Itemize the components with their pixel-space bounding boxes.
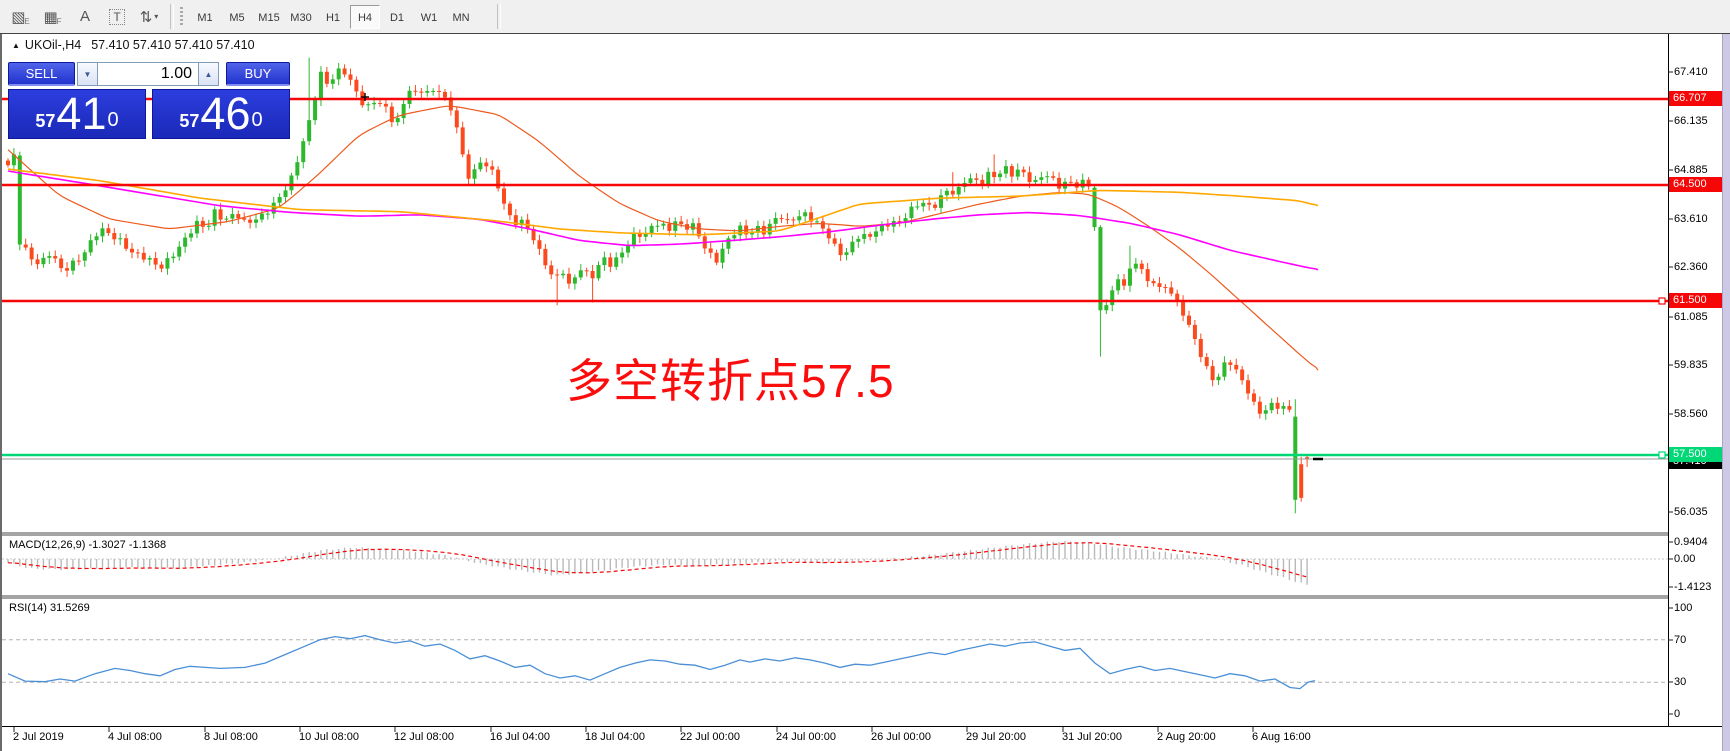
time-tick-label: 2 Jul 2019 — [13, 731, 64, 743]
volume-decrease-button[interactable]: ▼ — [77, 62, 98, 86]
time-tick-label: 12 Jul 08:00 — [394, 731, 454, 743]
chevron-up-icon: ▲ — [204, 69, 213, 79]
text-label-icon[interactable]: T — [104, 4, 130, 29]
toolbar-grip[interactable] — [180, 7, 183, 27]
timeframe-button-d1[interactable]: D1 — [382, 5, 412, 29]
time-tick-label: 6 Aug 16:00 — [1252, 731, 1311, 743]
time-tick-label: 24 Jul 00:00 — [776, 731, 836, 743]
sell-price-sup: 0 — [107, 109, 119, 131]
time-tick-label: 31 Jul 20:00 — [1062, 731, 1122, 743]
symbol-period-label: UKOil-,H4 — [24, 38, 82, 52]
timeframe-button-mn[interactable]: MN — [446, 5, 476, 29]
price-tick-label: 66.135 — [1674, 115, 1708, 127]
buy-price-main: 46 — [200, 88, 251, 139]
time-tick-label: 4 Jul 08:00 — [108, 731, 162, 743]
sell-price-prefix: 57 — [35, 111, 56, 131]
price-tick-label: 61.085 — [1674, 311, 1708, 323]
time-tick-label: 8 Jul 08:00 — [204, 731, 258, 743]
time-tick-label: 26 Jul 00:00 — [871, 731, 931, 743]
price-tick-label: 67.410 — [1674, 66, 1708, 78]
time-tick-label: 10 Jul 08:00 — [299, 731, 359, 743]
time-tick-label: 29 Jul 20:00 — [966, 731, 1026, 743]
volume-increase-button[interactable]: ▲ — [198, 62, 219, 86]
buy-price-prefix: 57 — [179, 111, 200, 131]
price-level-badge: 64.500 — [1669, 177, 1722, 192]
timeframe-button-m30[interactable]: M30 — [286, 5, 316, 29]
drawing-tools-icon[interactable]: ⇅ ▾ — [139, 8, 159, 26]
sell-button[interactable]: SELL — [8, 62, 75, 86]
macd-tick-label: 0.00 — [1674, 553, 1696, 565]
timeframe-button-w1[interactable]: W1 — [414, 5, 444, 29]
volume-input[interactable] — [98, 62, 198, 86]
toolbar: ▧ E ▦ F A T ⇅ ▾ M1 M5 M15 M30 H1 H4 D1 W1 MN — [0, 0, 1730, 34]
sell-price-main: 41 — [56, 88, 107, 139]
buy-price-sup: 0 — [251, 109, 263, 131]
price-tick-label: 59.835 — [1674, 359, 1708, 371]
price-level-badge: 57.500 — [1669, 447, 1722, 462]
timeframe-button-h1[interactable]: H1 — [318, 5, 348, 29]
window-scroll-strip[interactable] — [1722, 34, 1730, 751]
rsi-indicator-label: RSI(14) 31.5269 — [9, 602, 90, 614]
rsi-tick-label: 70 — [1674, 634, 1687, 646]
toolbar-separator — [170, 4, 174, 29]
timeframe-bar: M1 M5 M15 M30 H1 H4 D1 W1 MN — [189, 3, 477, 30]
buy-button[interactable]: BUY — [226, 62, 290, 86]
time-tick-label: 18 Jul 04:00 — [585, 731, 645, 743]
toolbar-separator — [497, 4, 501, 29]
grid-icon[interactable]: ▦ F — [43, 8, 62, 27]
macd-tick-label: 0.9404 — [1674, 536, 1708, 548]
chart-annotation-text: 多空转折点57.5 — [566, 355, 895, 407]
sell-price-panel[interactable]: 57 41 0 — [8, 89, 146, 139]
price-tick-label: 56.035 — [1674, 506, 1708, 518]
chart-ohlc-header: ▲ UKOil-,H4 57.410 57.410 57.410 57.410 — [12, 38, 255, 52]
timeframe-button-m1[interactable]: M1 — [190, 5, 220, 29]
trade-prices-row: 57 41 0 57 46 0 — [8, 89, 290, 139]
trade-controls-row: SELL ▼ ▲ BUY — [8, 62, 290, 86]
text-icon[interactable]: A — [79, 8, 90, 25]
rsi-tick-label: 100 — [1674, 602, 1693, 614]
window-left-edge — [0, 34, 2, 751]
collapse-icon[interactable]: ▲ — [12, 41, 20, 50]
chart-background — [2, 34, 1722, 751]
price-tick-label: 62.360 — [1674, 261, 1708, 273]
time-tick-label: 22 Jul 00:00 — [680, 731, 740, 743]
price-tick-label: 63.610 — [1674, 213, 1708, 225]
time-tick-label: 2 Aug 20:00 — [1157, 731, 1216, 743]
timeframe-button-m5[interactable]: M5 — [222, 5, 252, 29]
timeframe-button-h4[interactable]: H4 — [350, 4, 380, 29]
price-level-badge: 61.500 — [1669, 293, 1722, 308]
macd-indicator-label: MACD(12,26,9) -1.3027 -1.1368 — [9, 539, 167, 551]
price-level-badge: 66.707 — [1669, 91, 1722, 106]
toolbar-icons: ▧ E ▦ F A T ⇅ ▾ — [8, 2, 162, 31]
ohlc-values: 57.410 57.410 57.410 57.410 — [91, 38, 255, 52]
rsi-tick-label: 0 — [1674, 708, 1681, 720]
macd-tick-label: -1.4123 — [1674, 581, 1712, 593]
buy-price-panel[interactable]: 57 46 0 — [152, 89, 290, 139]
chevron-down-icon: ▼ — [83, 69, 92, 79]
expert-advisors-icon[interactable]: ▧ E — [11, 8, 30, 27]
price-tick-label: 64.885 — [1674, 164, 1708, 176]
timeframe-button-m15[interactable]: M15 — [254, 5, 284, 29]
price-tick-label: 58.560 — [1674, 408, 1708, 420]
rsi-tick-label: 30 — [1674, 676, 1687, 688]
time-tick-label: 16 Jul 04:00 — [490, 731, 550, 743]
